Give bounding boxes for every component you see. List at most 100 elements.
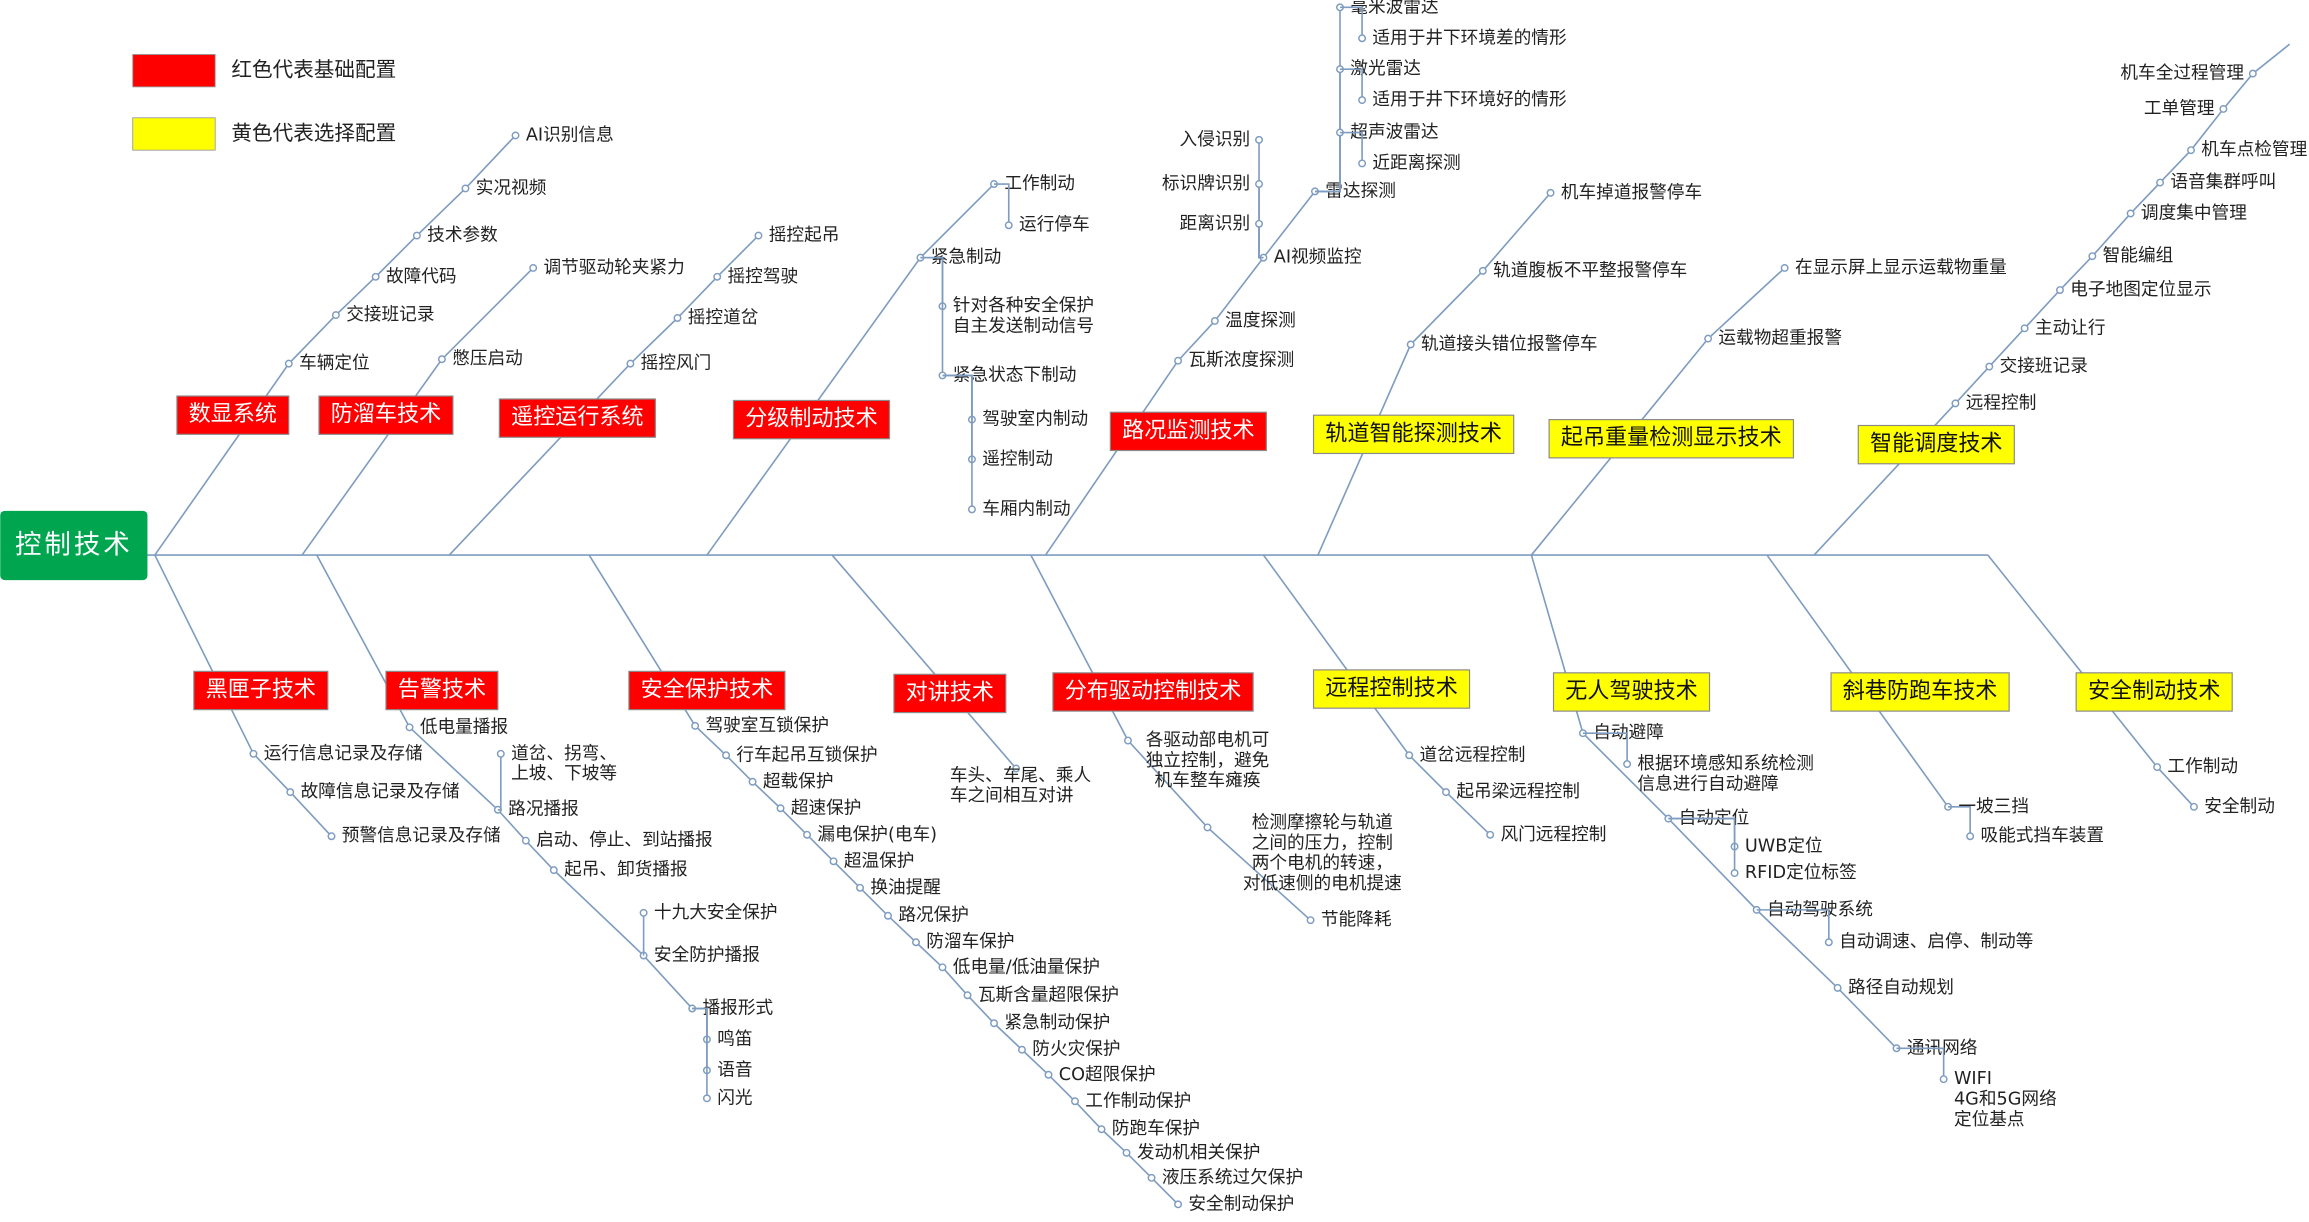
node-label: 交接班记录 bbox=[346, 304, 434, 325]
node-dot bbox=[496, 749, 505, 758]
node-label: 近距离探测 bbox=[1372, 152, 1460, 173]
node-dot bbox=[1939, 1075, 1948, 1084]
branch-label: 防溜车技术 bbox=[331, 402, 441, 427]
node-dot bbox=[1546, 188, 1555, 197]
node-label: 播报形式 bbox=[703, 998, 774, 1019]
node-dot bbox=[829, 857, 838, 866]
node-label: 路况播报 bbox=[508, 799, 579, 820]
branch-box bbox=[498, 398, 656, 438]
node-label: 超温保护 bbox=[844, 850, 915, 871]
node-dot bbox=[1071, 1097, 1079, 1106]
node-label: 根据环境感知系统检测信息进行自动避障 bbox=[1637, 753, 1814, 794]
node-dot bbox=[2248, 69, 2257, 78]
node-dot bbox=[461, 184, 470, 193]
branch-box bbox=[1312, 414, 1515, 455]
node-dot bbox=[1306, 916, 1315, 925]
branch-line bbox=[1044, 190, 1316, 556]
branch-label: 分级制动技术 bbox=[745, 407, 877, 432]
sub-branch-line bbox=[1668, 817, 1736, 874]
node-dot bbox=[776, 804, 785, 813]
sub-branch-line bbox=[920, 256, 944, 376]
node-dot bbox=[529, 263, 538, 272]
legend-label: 红色代表基础配置 bbox=[231, 58, 396, 82]
node-label: 调节驱动轮夹紧力 bbox=[544, 257, 685, 278]
node-dot bbox=[521, 836, 530, 845]
node-dot bbox=[249, 749, 258, 758]
node-label: 换油提醒 bbox=[870, 877, 941, 898]
sub-branch-line bbox=[1896, 1047, 1945, 1080]
node-dot bbox=[1210, 316, 1219, 325]
node-label: 机车全过程管理 bbox=[2120, 63, 2244, 84]
node-label: 摇控风门 bbox=[641, 353, 712, 374]
node-label: 电子地图定位显示 bbox=[2070, 279, 2211, 300]
sub-branch-line bbox=[1314, 69, 1341, 193]
node-label: 安全制动保护 bbox=[1188, 1193, 1294, 1214]
node-label: 鸣笛 bbox=[717, 1028, 752, 1049]
node-dot bbox=[1255, 135, 1264, 144]
node-label: 安全防护播报 bbox=[654, 945, 760, 966]
node-label: 适用于井下环境差的情形 bbox=[1372, 27, 1567, 48]
branch-line bbox=[154, 554, 333, 837]
node-dot bbox=[2020, 324, 2029, 333]
node-label: AI视频监控 bbox=[1274, 247, 1362, 268]
node-dot bbox=[1478, 266, 1487, 275]
node-dot bbox=[1012, 764, 1021, 773]
node-label: 液压系统过欠保护 bbox=[1162, 1167, 1303, 1188]
node-dot bbox=[1358, 96, 1367, 105]
node-label: 针对各种安全保护自主发送制动信号 bbox=[953, 295, 1094, 336]
node-label: 摇控道岔 bbox=[688, 307, 759, 328]
node-label: 主动让行 bbox=[2035, 317, 2106, 338]
node-label: 工作制动保护 bbox=[1085, 1090, 1191, 1111]
node-dot bbox=[2126, 209, 2135, 218]
legend-swatch bbox=[132, 117, 216, 151]
node-label: 防溜车保护 bbox=[926, 931, 1014, 952]
node-label: 语音 bbox=[717, 1059, 752, 1080]
node-label: 自动避障 bbox=[1593, 722, 1664, 743]
branch-box bbox=[893, 673, 1007, 714]
sub-branch-line bbox=[1340, 131, 1363, 164]
node-dot bbox=[1442, 788, 1450, 797]
node-label: 漏电保护(电车) bbox=[817, 824, 937, 845]
node-label: 遥控制动 bbox=[982, 448, 1053, 469]
branch-label: 黑匣子技术 bbox=[206, 678, 316, 703]
node-label: 轨道接头错位报警停车 bbox=[1421, 334, 1598, 355]
branch-box bbox=[1052, 672, 1254, 712]
sub-branch-line bbox=[1582, 732, 1628, 765]
node-label: 故障代码 bbox=[386, 266, 457, 287]
node-label: 节能降耗 bbox=[1321, 909, 1392, 930]
node-dot bbox=[803, 830, 812, 839]
node-dot bbox=[511, 131, 520, 140]
node-label: 超速保护 bbox=[791, 797, 862, 818]
node-dot bbox=[1255, 180, 1264, 189]
branch-label: 分布驱动控制技术 bbox=[1065, 679, 1242, 704]
node-dot bbox=[2153, 763, 2162, 772]
legend-label: 黄色代表选择配置 bbox=[231, 121, 396, 145]
node-label: 车辆定位 bbox=[299, 353, 370, 374]
node-label: 摇控起吊 bbox=[769, 225, 840, 246]
node-dot bbox=[1730, 869, 1739, 878]
node-dot bbox=[1966, 832, 1975, 841]
node-dot bbox=[1147, 1173, 1156, 1182]
node-label: 紧急状态下制动 bbox=[953, 364, 1077, 385]
node-dot bbox=[1358, 34, 1367, 43]
sub-branch-line bbox=[1340, 6, 1363, 39]
sub-branch-line bbox=[1756, 909, 1830, 943]
node-dot bbox=[884, 911, 892, 920]
node-dot bbox=[2219, 104, 2228, 113]
node-dot bbox=[2156, 178, 2165, 187]
branch-label: 轨道智能探测技术 bbox=[1325, 421, 1502, 446]
branch-label: 告警技术 bbox=[398, 678, 486, 703]
node-dot bbox=[1174, 1200, 1183, 1209]
branch-line bbox=[831, 554, 1017, 770]
node-label: 吸能式挡车装置 bbox=[1980, 825, 2104, 846]
branch-label: 遥控运行系统 bbox=[511, 405, 643, 430]
branch-box bbox=[1548, 419, 1795, 459]
node-label: 工作制动 bbox=[1004, 173, 1075, 194]
root-label: 控制技术 bbox=[15, 530, 133, 561]
branch-label: 数显系统 bbox=[189, 402, 277, 427]
node-label: 技术参数 bbox=[427, 225, 498, 246]
branch-label: 无人驾驶技术 bbox=[1565, 679, 1697, 704]
node-dot bbox=[2088, 252, 2097, 261]
node-dot bbox=[331, 311, 340, 320]
